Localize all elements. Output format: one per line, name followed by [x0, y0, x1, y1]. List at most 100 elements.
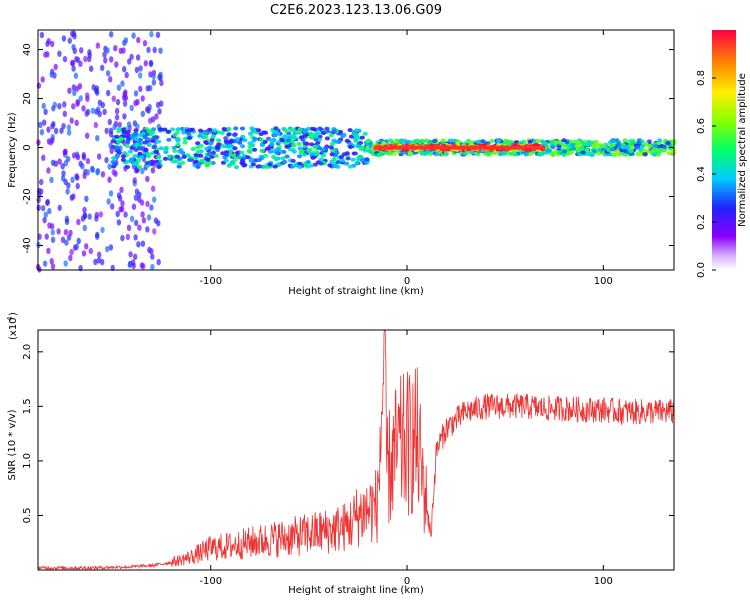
- heat-cell: [637, 152, 643, 157]
- heat-cell: [117, 121, 122, 129]
- heat-cell: [140, 131, 146, 136]
- heat-cell: [135, 123, 140, 130]
- heat-cell: [309, 142, 315, 147]
- heat-cell: [123, 37, 129, 44]
- heat-cell: [50, 229, 55, 236]
- heat-cell: [585, 152, 591, 156]
- heat-cell: [150, 167, 156, 174]
- heat-cell: [150, 253, 155, 260]
- heat-cell: [45, 199, 50, 206]
- heat-cell: [109, 31, 114, 38]
- heat-cell: [116, 129, 122, 134]
- heat-cell: [155, 161, 161, 166]
- heat-cell: [71, 103, 76, 110]
- heat-cell: [324, 136, 330, 141]
- heat-cell: [127, 261, 132, 269]
- heat-cell: [174, 154, 180, 159]
- heat-cell: [137, 224, 142, 231]
- heat-cell: [665, 141, 671, 145]
- y-tick-label: 20: [22, 92, 33, 105]
- snr-ticks: -100 0 100 0.5 1.0 1.5 2.0: [22, 330, 674, 587]
- heat-ridge: [373, 145, 545, 150]
- heat-cell: [129, 53, 134, 61]
- heat-cell: [359, 135, 365, 140]
- heat-cell: [75, 182, 80, 190]
- heat-cell: [108, 131, 114, 138]
- heat-cell: [172, 148, 178, 153]
- heat-cell: [120, 154, 126, 159]
- heat-cell: [616, 152, 623, 157]
- heat-cell: [327, 163, 333, 168]
- heat-cell: [146, 107, 151, 114]
- heat-cell: [443, 152, 449, 157]
- heat-cell: [151, 185, 156, 192]
- heat-cell: [134, 188, 140, 195]
- heat-cell: [60, 236, 66, 243]
- heat-cell: [97, 251, 102, 258]
- colorbar-ticks: 0.0 0.2 0.4 0.6 0.8: [696, 70, 716, 278]
- heat-cell: [61, 122, 66, 130]
- heat-cell: [134, 66, 140, 74]
- heat-cell: [100, 101, 106, 109]
- heat-cell: [328, 145, 334, 150]
- heat-cell: [228, 149, 234, 153]
- heat-cell: [353, 138, 359, 143]
- heat-cell: [344, 151, 350, 156]
- heat-cell: [228, 140, 234, 145]
- heat-cell: [95, 89, 100, 96]
- heat-cell: [129, 215, 135, 222]
- heat-cell: [312, 144, 318, 149]
- heat-cell: [152, 228, 157, 235]
- heat-cell: [112, 161, 118, 166]
- heat-cell: [552, 149, 558, 154]
- heat-cell: [203, 140, 209, 145]
- heat-cell: [85, 108, 91, 116]
- heat-cell: [49, 176, 54, 184]
- heat-cell: [307, 147, 313, 152]
- heat-cell: [81, 250, 87, 257]
- heat-cell: [660, 148, 666, 153]
- heat-cell: [590, 151, 596, 156]
- heat-cell: [247, 145, 253, 150]
- heat-cell: [557, 139, 563, 144]
- heat-cell: [239, 150, 245, 155]
- heat-cell: [139, 155, 145, 160]
- x-tick-label: 100: [594, 576, 613, 587]
- heat-cell: [320, 131, 326, 135]
- x-tick-label: 0: [404, 576, 410, 587]
- heat-cell: [198, 153, 204, 158]
- heat-cell: [106, 89, 111, 97]
- heat-cell: [85, 92, 90, 99]
- heat-cell: [182, 136, 188, 141]
- heat-cell: [391, 151, 398, 156]
- heat-cell: [139, 199, 145, 206]
- heat-cell: [81, 105, 86, 112]
- snr-frame: [37, 329, 675, 571]
- heat-cell: [93, 121, 99, 129]
- heat-cell: [53, 127, 59, 135]
- heat-cell: [115, 210, 120, 218]
- heat-cell: [341, 132, 347, 137]
- heat-cell: [100, 64, 105, 72]
- heat-cell: [232, 132, 238, 137]
- heat-cell: [219, 130, 225, 135]
- heat-cell: [36, 82, 42, 89]
- heat-cell: [80, 163, 85, 170]
- heat-cell: [47, 207, 52, 215]
- y-tick-label: -20: [22, 188, 33, 204]
- heat-cell: [256, 158, 262, 162]
- heat-cell: [536, 138, 542, 143]
- heat-cell: [190, 147, 196, 151]
- heat-cell: [39, 129, 45, 136]
- heat-cell: [657, 138, 663, 143]
- heat-cell: [145, 226, 150, 233]
- heat-cell: [155, 101, 161, 109]
- heat-cell: [156, 258, 161, 266]
- heat-cell: [206, 151, 212, 156]
- heat-cell: [291, 149, 297, 154]
- heat-cell: [142, 135, 148, 140]
- heat-cell: [49, 258, 54, 265]
- heat-cell: [137, 138, 143, 142]
- heat-cell: [74, 119, 79, 127]
- heat-cell: [143, 60, 148, 67]
